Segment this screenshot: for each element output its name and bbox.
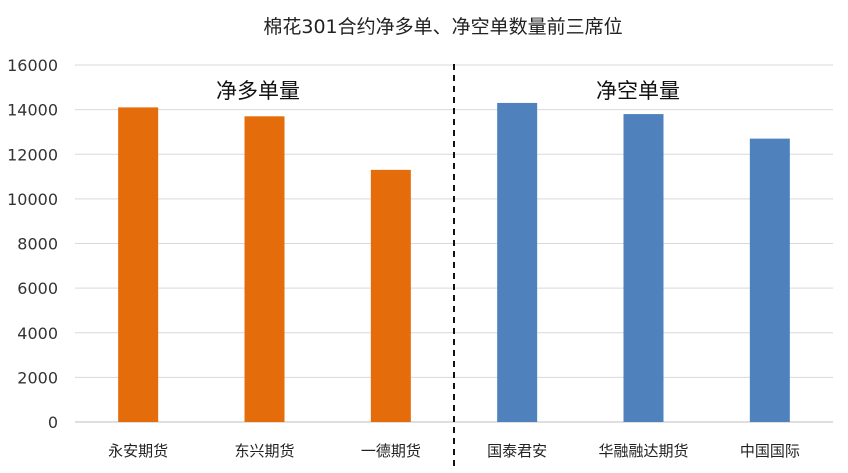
- x-category-label: 中国国际: [740, 442, 800, 460]
- y-tick-label: 8000: [17, 235, 58, 254]
- y-tick-label: 14000: [7, 101, 58, 120]
- y-tick-label: 10000: [7, 190, 58, 209]
- y-tick-label: 16000: [7, 56, 58, 75]
- x-category-label: 国泰君安: [487, 442, 547, 460]
- bar: [118, 107, 159, 423]
- bar: [244, 116, 285, 422]
- annotation-net-long: 净多单量: [216, 79, 300, 103]
- bars: [118, 102, 790, 423]
- y-tick-label: 2000: [17, 368, 58, 387]
- y-tick-label: 0: [48, 413, 58, 432]
- x-category-label: 东兴期货: [234, 442, 294, 460]
- bar: [370, 169, 411, 422]
- y-tick-label: 6000: [17, 279, 58, 298]
- y-axis-ticks: 0 2000 4000 6000 8000 10000 12000 14000 16000: [7, 56, 58, 432]
- bar: [749, 138, 790, 422]
- x-axis-categories: 永安期货 东兴期货 一德期货 国泰君安 华融融达期货 中国国际: [108, 442, 800, 460]
- bar: [623, 114, 664, 423]
- y-tick-label: 12000: [7, 145, 58, 164]
- x-category-label: 华融融达期货: [598, 442, 688, 460]
- y-tick-label: 4000: [17, 324, 58, 343]
- x-category-label: 永安期货: [108, 442, 168, 460]
- x-category-label: 一德期货: [361, 442, 421, 460]
- annotation-net-short: 净空单量: [596, 79, 680, 103]
- chart-title: 棉花301合约净多单、净空单数量前三席位: [263, 16, 622, 38]
- bar: [497, 102, 538, 423]
